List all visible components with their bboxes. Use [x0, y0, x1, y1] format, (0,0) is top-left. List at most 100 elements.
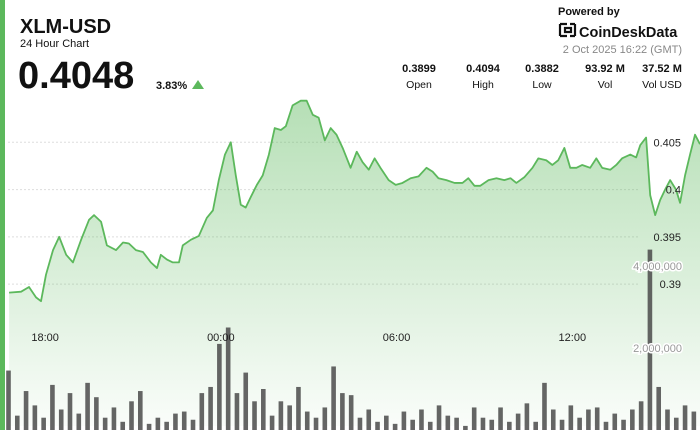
volume-bar [691, 411, 697, 430]
stat-value: 93.92 M [585, 63, 625, 75]
volume-bar [50, 384, 55, 430]
volume-bar [296, 386, 301, 430]
volume-bar [515, 413, 521, 430]
volume-bar [6, 370, 11, 430]
volume-bar [340, 393, 345, 430]
stat-label: Vol [598, 79, 613, 91]
y-tick-label: 0.39 [660, 279, 681, 291]
stat-label: Low [532, 79, 552, 91]
volume-bar [164, 421, 169, 430]
brand-logo [558, 22, 577, 38]
stat-value: 0.3882 [525, 63, 559, 75]
y-tick-label: 0.395 [653, 232, 681, 244]
volume-bar [85, 382, 90, 430]
volume-bar [348, 395, 354, 430]
volume-bar [225, 327, 231, 430]
volume-bar [419, 409, 424, 430]
volume-bar [427, 421, 433, 430]
volume-bar [199, 393, 205, 430]
chart-subtitle: 24 Hour Chart [20, 38, 89, 50]
volume-bar [234, 393, 240, 430]
volume-bar [120, 421, 126, 430]
volume-bar [14, 415, 20, 430]
volume-bar [612, 413, 618, 430]
volume-bar [269, 415, 275, 430]
volume-bar [313, 417, 319, 430]
volume-layer [6, 249, 697, 430]
volume-bar [489, 419, 495, 430]
price-line [9, 99, 700, 303]
volume-bar [392, 423, 398, 430]
volume-bar [129, 401, 134, 430]
volume-bar [32, 405, 38, 430]
volume-bar [436, 405, 442, 430]
volume-bar [586, 409, 591, 430]
volume-bar [445, 415, 451, 430]
volume-bar [656, 386, 662, 430]
volume-bar [58, 409, 64, 430]
volume-bar [559, 419, 565, 430]
volume-bar [682, 405, 688, 430]
volume-tick-label: 4,000,000 [633, 261, 682, 273]
volume-bar [647, 249, 653, 430]
volume-bar [384, 415, 389, 430]
x-tick-label: 12:00 [559, 332, 587, 344]
volume-bar [137, 391, 143, 430]
volume-bar [366, 409, 372, 430]
volume-bar [243, 372, 249, 430]
stats: 0.3899 Open 0.4094 High 0.3882 Low 93.92 M Vol 3… [402, 63, 682, 91]
stat-value: 0.3899 [402, 63, 436, 75]
x-tick-label: 00:00 [207, 332, 235, 344]
stat-label: Vol USD [642, 79, 682, 91]
volume-bar [102, 417, 108, 430]
volume-bar [454, 417, 459, 430]
stat-label: High [472, 79, 494, 91]
volume-bar [208, 386, 213, 430]
volume-bar [524, 403, 530, 430]
volume-bar [304, 411, 310, 430]
brand-name: CoinDeskData [579, 25, 678, 41]
volume-tick-label: 2,000,000 [633, 343, 682, 355]
volume-bar [67, 393, 73, 430]
volume-bar [331, 366, 336, 430]
volume-ticks: 2,000,000 4,000,000 [632, 260, 684, 357]
stat-value: 0.4094 [466, 63, 501, 75]
volume-bar [173, 413, 178, 430]
volume-bar [673, 417, 679, 430]
volume-bar [533, 421, 538, 430]
volume-bar [594, 407, 600, 430]
volume-bar [23, 391, 29, 430]
volume-bar [111, 407, 117, 430]
volume-bar [638, 401, 644, 430]
price: 0.4048 [18, 55, 134, 97]
volume-bar [507, 421, 512, 430]
volume-bar [568, 405, 574, 430]
volume-bar [603, 421, 609, 430]
volume-bar [665, 409, 670, 430]
accent-bar [0, 0, 5, 430]
volume-bar [261, 389, 266, 430]
volume-bar [76, 413, 82, 430]
volume-bar [252, 401, 257, 430]
stat-label: Open [406, 79, 432, 91]
price-layer [8, 99, 700, 426]
up-arrow [192, 80, 204, 89]
timestamp: 2 Oct 2025 16:22 (GMT) [563, 44, 682, 56]
change: 3.83% [156, 80, 187, 92]
volume-bar [322, 407, 328, 430]
volume-bar [41, 417, 46, 430]
volume-bar [498, 407, 503, 430]
volume-bar [401, 411, 407, 430]
x-tick-label: 06:00 [383, 332, 411, 344]
y-tick-label: 0.4 [666, 185, 681, 197]
x-tick-label: 18:00 [31, 332, 59, 344]
volume-bar [278, 401, 284, 430]
y-tick-label: 0.405 [653, 137, 681, 149]
volume-bar [181, 411, 187, 430]
volume-bar [287, 405, 292, 430]
volume-bar [630, 409, 635, 430]
volume-bar [375, 421, 380, 430]
volume-bar [550, 409, 556, 430]
volume-bar [621, 419, 626, 430]
